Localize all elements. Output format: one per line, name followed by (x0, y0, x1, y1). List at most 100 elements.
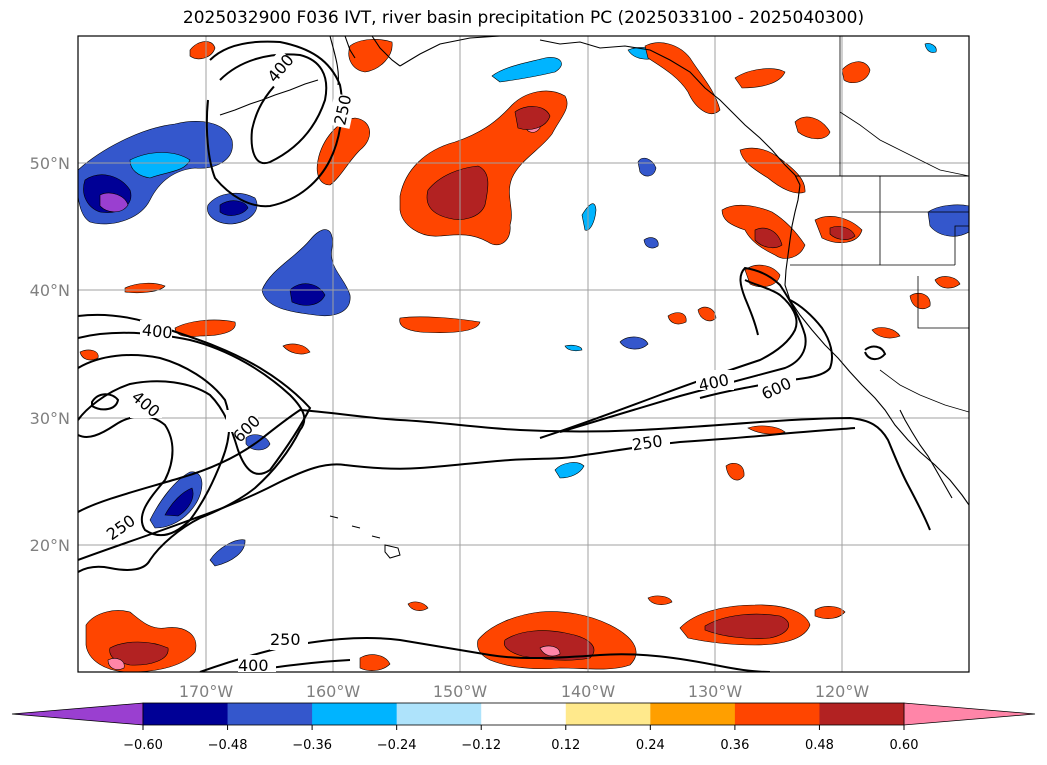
coastline-alaska (329, 36, 801, 186)
longitude-axis: 170°W 160°W 150°W 140°W 130°W 120°W (179, 682, 870, 701)
lat-tick-label: 30°N (30, 409, 70, 428)
pos-region-east-small-2 (934, 276, 961, 289)
lat-tick-label: 50°N (30, 154, 70, 173)
latitude-axis: 50°N 40°N 30°N 20°N (30, 154, 70, 555)
colorbar-over-arrow (903, 702, 1036, 726)
map-title: 2025032900 F036 IVT, river basin precipi… (182, 8, 865, 28)
colorbar-tick-label: 0.48 (805, 738, 834, 753)
neg-region-aleutian-west-inner (99, 192, 129, 213)
colorbar-under-arrow (11, 702, 144, 726)
pos-region-coast-north-2 (734, 68, 786, 89)
contour-label: 400 (141, 320, 173, 342)
neg-region-far-east (927, 204, 969, 237)
lon-tick-label: 170°W (179, 682, 234, 701)
colorbar-bin (227, 703, 313, 725)
ivt-contour-north-250 (205, 40, 343, 208)
lon-tick-label: 150°W (433, 682, 488, 701)
neg-region-south-central (554, 462, 585, 479)
neg-region-central-40n (261, 229, 351, 316)
neg-region-aleutian-light (129, 152, 191, 179)
neg-region-mid-strip (564, 344, 583, 352)
pos-region-north-pacific-upper (514, 106, 551, 130)
lon-tick-label: 120°W (815, 682, 870, 701)
pos-region-north-pacific-core (426, 165, 489, 220)
ivt-contour-east-600 (699, 299, 833, 399)
lon-tick-label: 160°W (306, 682, 361, 701)
colorbar-tick-label: 0.36 (720, 738, 749, 753)
pos-region-east-small-3 (871, 327, 901, 339)
pos-region-south-east-core (704, 613, 789, 639)
lat-tick-label: 20°N (30, 536, 70, 555)
pos-region-south-east-2 (814, 606, 846, 619)
colorbar-tick-label: 0.12 (551, 738, 580, 753)
coastline-hawaii (329, 515, 401, 559)
contour-label: 400 (238, 656, 269, 675)
pos-region-coast-north-3 (841, 61, 871, 83)
pos-region-central-east-2 (697, 306, 717, 322)
pos-region-coast-north (644, 42, 721, 114)
ivt-contour-lower-250 (78, 427, 856, 561)
colorbar-tick-label: 0.60 (890, 738, 919, 753)
neg-region-east-small (643, 237, 659, 249)
pos-region-south-small-3 (647, 595, 673, 605)
pos-region-south-central-core (503, 630, 595, 661)
contour-label: 250 (270, 630, 301, 649)
pos-region-coast-bc (739, 147, 806, 194)
neg-region-central-40n-core (289, 283, 326, 306)
colorbar-tick-label: −0.48 (208, 738, 248, 753)
pos-region-south-small (359, 654, 391, 671)
colorbar-bin (481, 703, 567, 725)
contour-label: 250 (631, 431, 664, 454)
neg-region-south-small (209, 539, 246, 567)
neg-region-southwest-core (164, 487, 194, 517)
ivt-contour-east-250 (559, 266, 807, 433)
pos-region-small-2 (79, 349, 99, 361)
ivt-contour-west-400 (78, 313, 312, 475)
neg-region-mid-north-core (219, 200, 249, 216)
pos-region-small-4 (747, 425, 786, 435)
border-mexico (879, 369, 969, 413)
lat-tick-label: 40°N (30, 281, 70, 300)
pos-region-central-east (667, 312, 687, 325)
ivt-contour-small-east (864, 345, 887, 360)
colorbar-bin (396, 703, 482, 725)
neg-region-far-east-top (924, 43, 937, 53)
pos-region-southwest-pink (107, 658, 125, 670)
ivt-contour-west-outer-400 (78, 331, 306, 573)
pos-region-top-left (189, 41, 216, 60)
ivt-contour-east-400 (539, 279, 798, 439)
colorbar-outline (142, 702, 905, 726)
colorbar-bin (565, 703, 651, 725)
ivt-contours (78, 40, 931, 672)
lon-tick-label: 140°W (561, 682, 616, 701)
colorbar-tick-label: 0.24 (636, 738, 665, 753)
colorbar-bin (143, 703, 229, 725)
negative-pc-regions (78, 43, 969, 567)
border-states-west (790, 36, 969, 329)
pos-region-oregon-core (754, 227, 783, 249)
map-frame (77, 35, 970, 673)
pos-region-small-1 (282, 343, 311, 355)
colorbar-bin (650, 703, 736, 725)
lon-tick-label: 130°W (688, 682, 743, 701)
colorbar-tick-label: −0.12 (461, 738, 501, 753)
colorbar-bin (819, 703, 905, 725)
pos-region-west-30n (174, 319, 236, 338)
colorbar: −0.60 −0.48 −0.36 −0.24 −0.12 0.12 0.24 0.36 0.4… (11, 702, 1036, 753)
pos-region-coast-mid (794, 116, 831, 140)
ivt-contour-small-loop (91, 393, 120, 411)
map-content (78, 36, 969, 672)
neg-region-central-2 (619, 336, 649, 350)
ivt-contour-main-250 (78, 408, 931, 531)
colorbar-tick-label: −0.60 (123, 738, 163, 753)
pos-region-south-central-pink (539, 645, 561, 657)
pos-region-south-small-2 (407, 601, 429, 611)
colorbar-bin (312, 703, 398, 725)
neg-region-north-gulf (491, 57, 562, 83)
border-canada-provinces (839, 111, 969, 177)
colorbar-bin (734, 703, 820, 725)
pos-region-top-center (348, 39, 393, 73)
colorbar-tick-label: −0.36 (292, 738, 332, 753)
coastline-baja (899, 409, 953, 499)
